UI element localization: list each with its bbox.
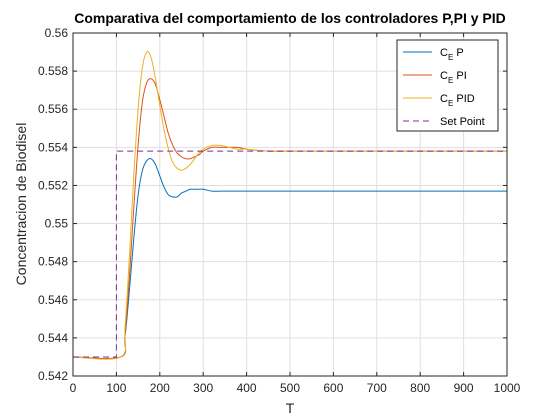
y-axis-label: Concentracion de Biodisel [13, 123, 29, 286]
y-tick-label: 0.546 [38, 293, 68, 307]
series-line-1 [72, 158, 507, 359]
x-tick-label: 1000 [494, 381, 521, 395]
legend-label-3: CE PID [440, 93, 475, 108]
y-tick-label: 0.558 [38, 64, 68, 78]
y-tick-label: 0.55 [45, 217, 69, 231]
legend: CE P CE PI CE PID Set Point [396, 39, 499, 132]
x-tick-label: 0 [70, 381, 77, 395]
x-tick-label: 300 [193, 381, 213, 395]
legend-label-1: CE P [440, 47, 464, 62]
series-layer [72, 51, 507, 360]
legend-label-4: Set Point [440, 116, 485, 128]
x-tick-label: 400 [237, 381, 257, 395]
x-tick-label: 600 [323, 381, 343, 395]
tick-layer: 0 100 200 300 400 500 600 700 800 900 1000 0.542 0.5… [38, 26, 521, 395]
x-tick-label: 200 [150, 381, 170, 395]
legend-box [396, 39, 499, 132]
x-tick-label: 500 [280, 381, 300, 395]
y-tick-label: 0.556 [38, 102, 68, 116]
x-tick-label: 900 [454, 381, 474, 395]
x-tick-label: 800 [410, 381, 430, 395]
y-tick-label: 0.544 [38, 331, 68, 345]
y-tick-label: 0.548 [38, 255, 68, 269]
x-axis-label: T [286, 400, 295, 416]
y-tick-label: 0.552 [38, 178, 68, 192]
y-tick-label: 0.542 [38, 369, 68, 383]
series-line-4 [73, 150, 507, 358]
x-tick-label: 700 [367, 381, 387, 395]
legend-label-2: CE PI [440, 70, 467, 85]
x-tick-label: 100 [106, 381, 126, 395]
y-tick-label: 0.56 [45, 26, 69, 40]
y-tick-label: 0.554 [38, 140, 68, 154]
chart-title: Comparativa del comportamiento de los co… [74, 10, 506, 26]
